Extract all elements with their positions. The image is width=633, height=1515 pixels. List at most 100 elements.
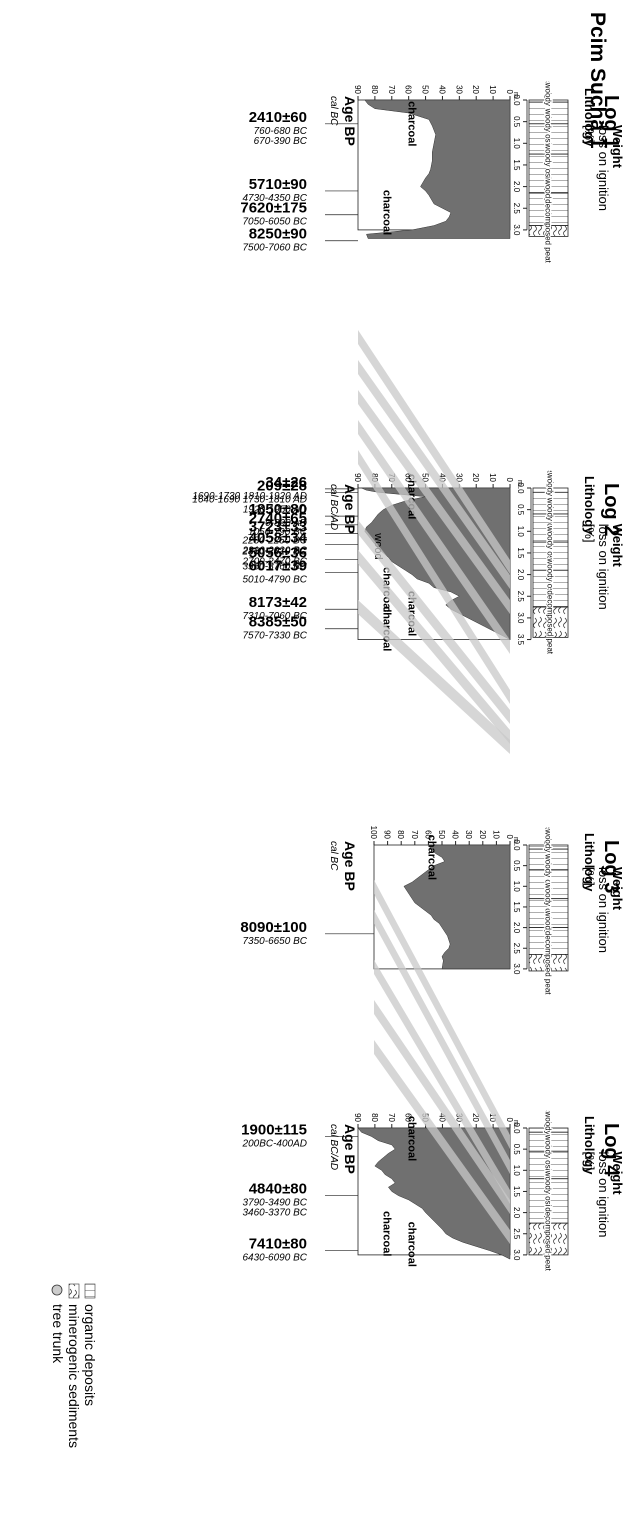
loi-tick-label: 40 bbox=[437, 1113, 446, 1122]
loi-tick-label: 80 bbox=[396, 830, 405, 839]
depth-tick-label: 1.0 bbox=[512, 881, 521, 893]
lithology-unit bbox=[528, 954, 569, 972]
depth-tick-label: 3.0 bbox=[512, 963, 521, 975]
correlation-band bbox=[358, 420, 510, 654]
age-subheader: cal BC/AD bbox=[328, 484, 339, 530]
date-age: 8385±50 bbox=[249, 614, 307, 631]
date-cal: 7570-7330 BC bbox=[243, 631, 308, 642]
depth-axis: 0.0 0.5 1.0 1.5 2.0 2.5 3.0 m. bbox=[512, 837, 528, 975]
loi-curve bbox=[357, 1127, 511, 1260]
correlation-band bbox=[374, 910, 510, 1174]
loi-tick-label: 90 bbox=[353, 85, 362, 94]
date-cal: 2700-2470 BC bbox=[242, 556, 308, 567]
legend-label: tree trunk bbox=[50, 1304, 66, 1364]
unit-label: woody osier peat bbox=[544, 82, 553, 144]
loi-header: [%] bbox=[582, 1151, 597, 1170]
correlation-band bbox=[358, 330, 510, 574]
loi-tick-label: 30 bbox=[454, 85, 463, 94]
charcoal-label: charcoal bbox=[380, 1211, 392, 1256]
unit-label: woody osier peat bbox=[544, 108, 553, 170]
date-age: 4840±80 bbox=[249, 1181, 307, 1198]
date-age: 209±28 bbox=[257, 477, 307, 494]
depth-axis: 0.0 0.5 1.0 1.5 2.0 2.5 3.0 3.5 m. bbox=[516, 480, 532, 646]
depth-tick-label: 0.5 bbox=[516, 504, 525, 516]
date-age: 2740±65 bbox=[249, 510, 307, 527]
legend-label: organic deposits bbox=[82, 1304, 98, 1406]
unit-label: sedge peat bbox=[544, 1110, 553, 1150]
loi-tick-label: 20 bbox=[471, 1113, 480, 1122]
unit-label: woody osier peat bbox=[544, 853, 553, 915]
date-age: 7620±175 bbox=[240, 200, 307, 217]
charcoal-label: charcoal bbox=[380, 190, 392, 235]
depth-tick-label: 1.0 bbox=[516, 526, 525, 538]
depth-tick-label: 1.5 bbox=[516, 547, 525, 559]
loi-tick-label: 0 bbox=[505, 478, 514, 483]
depth-tick-label: 1.0 bbox=[512, 138, 521, 150]
date-cal: 3960-3760 BC bbox=[243, 561, 308, 572]
date-cal: 0-390 AD bbox=[265, 518, 307, 529]
age-subheader: cal BC bbox=[328, 96, 339, 126]
depth-tick-label: 3.0 bbox=[516, 612, 525, 624]
date-cal: 760-680 BC bbox=[254, 126, 308, 137]
lithology-unit bbox=[532, 606, 569, 638]
unit-label: woody osier peat bbox=[544, 1111, 553, 1173]
date-age: 5710±90 bbox=[249, 176, 307, 193]
date-cal: 1640-1690 1730-1810 AD bbox=[192, 494, 307, 505]
loi-tick-label: 70 bbox=[387, 1113, 396, 1122]
date-cal: 3790-3490 BC bbox=[243, 1198, 308, 1209]
loi-header: loss on ignition bbox=[596, 125, 611, 211]
age-header: Age BP bbox=[342, 841, 358, 891]
unit-label: decomposed peat bbox=[544, 931, 553, 995]
date-age: 2410±60 bbox=[249, 109, 307, 126]
date-cal: 1690-1730 1810-1920 AD bbox=[192, 491, 307, 502]
depth-tick-label: 2.0 bbox=[512, 181, 521, 193]
correlation-bands bbox=[358, 330, 510, 1244]
charcoal-label: charcoal bbox=[406, 1116, 418, 1161]
depth-tick-label: 0.0 bbox=[512, 1122, 521, 1134]
age-header: Age BP bbox=[342, 484, 358, 534]
loi-tick-label: 40 bbox=[437, 85, 446, 94]
loi-tick-label: 30 bbox=[454, 1113, 463, 1122]
date-age: 1900±115 bbox=[241, 1121, 307, 1138]
depth-tick-label: 0.5 bbox=[512, 860, 521, 872]
loi-header: loss on ignition bbox=[596, 867, 611, 953]
depth-tick-label: 2.5 bbox=[512, 1228, 521, 1240]
unit-label: decomposed peat bbox=[544, 199, 553, 263]
minerogenic-hatch-icon bbox=[68, 1283, 80, 1299]
loi-header: Weight bbox=[610, 524, 625, 568]
loi-tick-label: 0 bbox=[505, 1118, 514, 1123]
date-cal: 7310-7060 BC bbox=[243, 611, 308, 622]
loi-tick-label: 80 bbox=[370, 85, 379, 94]
depth-tick-label: 1.5 bbox=[512, 159, 521, 171]
loi-tick-label: 100 bbox=[369, 826, 378, 840]
date-cal: 7500-7060 BC bbox=[243, 243, 308, 254]
date-cal: 2280-2250 BC bbox=[242, 535, 308, 546]
age-subheader: cal BC bbox=[328, 841, 339, 871]
depth-tick-label: 2.0 bbox=[512, 922, 521, 934]
age-header: Age BP bbox=[342, 96, 358, 146]
depth-tick-label: 2.5 bbox=[512, 203, 521, 215]
date-age: 8250±90 bbox=[249, 226, 307, 243]
loi-tick-label: 30 bbox=[454, 473, 463, 482]
date-cal: 2210-2020 BC bbox=[242, 545, 308, 556]
date-cal: 7350-6650 BC bbox=[243, 936, 308, 947]
charcoal-label: charcoal bbox=[425, 835, 437, 880]
loi-tick-label: 90 bbox=[353, 473, 362, 482]
depth-tick-label: 2.0 bbox=[516, 569, 525, 581]
date-age: 8090±100 bbox=[240, 919, 307, 936]
correlation-band bbox=[374, 1040, 510, 1244]
depth-tick-label: 1.5 bbox=[512, 1186, 521, 1198]
loi-tick-label: 20 bbox=[471, 85, 480, 94]
date-cal: 1050-790 BC bbox=[248, 527, 308, 538]
loi-tick-label: 10 bbox=[488, 1113, 497, 1122]
loi-header: Weight bbox=[610, 867, 625, 911]
date-cal: 1920-1950 AD bbox=[243, 504, 307, 515]
unit-label: woody osier peat bbox=[546, 497, 555, 559]
